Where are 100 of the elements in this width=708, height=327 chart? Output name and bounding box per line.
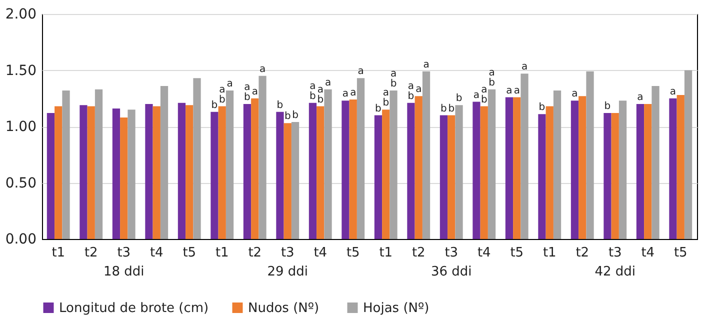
bar: [94, 89, 103, 239]
x-tick-label: t5: [510, 246, 524, 260]
bar: [193, 78, 201, 239]
bar: [513, 97, 521, 239]
bar: [676, 95, 684, 239]
data-label: a: [226, 78, 233, 90]
x-tick-label: t3: [117, 246, 131, 260]
bar: [291, 122, 300, 239]
data-label: a b: [480, 84, 488, 106]
data-label: b: [375, 103, 382, 114]
data-label: b: [538, 102, 546, 114]
bar: [472, 102, 480, 239]
bar: [636, 104, 644, 239]
bar: [342, 100, 350, 239]
bar: [374, 115, 382, 239]
bar: [316, 106, 324, 239]
data-label: b: [284, 111, 291, 122]
data-label: a b: [488, 67, 495, 88]
bar: [120, 118, 128, 239]
x-tick-label: t2: [248, 246, 262, 260]
x-tick-label: t2: [412, 246, 426, 260]
data-label: a: [259, 64, 266, 75]
x-tick-label: t4: [641, 246, 655, 260]
y-tick-label: 1.50: [5, 62, 36, 79]
bar: [80, 105, 88, 239]
bar: [390, 90, 398, 239]
data-label: b: [292, 110, 298, 121]
data-label: a: [514, 85, 520, 96]
text: 18 ddi: [103, 264, 144, 280]
bar: [276, 112, 284, 239]
x-tick-label: t1: [542, 246, 556, 260]
bar: [611, 113, 619, 239]
y-tick-label: 2.00: [5, 6, 36, 22]
bar: [448, 115, 456, 239]
legend-label: Hojas (Nº): [363, 300, 430, 316]
x-tick-label: t4: [314, 246, 328, 260]
bar: [407, 102, 415, 239]
data-label: b: [604, 101, 611, 112]
data-label: a: [473, 90, 480, 101]
data-label: a b: [218, 84, 226, 106]
bar: [145, 104, 153, 239]
y-tick-label: 0.50: [5, 175, 36, 192]
data-label: a: [506, 85, 512, 96]
bar: [488, 89, 496, 239]
bar: [652, 86, 660, 239]
data-label: a: [350, 88, 356, 98]
x-tick-label: t4: [150, 246, 164, 260]
bar: [112, 108, 120, 239]
bar: [644, 104, 652, 239]
x-tick-label: t5: [346, 246, 360, 260]
bar: [62, 90, 70, 239]
data-label: a: [670, 86, 676, 98]
bar: [349, 100, 357, 239]
data-label: a b: [317, 84, 324, 106]
bar: [226, 90, 234, 239]
bar: [480, 106, 488, 239]
bar: [258, 76, 266, 239]
bar: [382, 110, 390, 239]
data-label: a: [324, 77, 332, 88]
legend-label: Longitud de brote (cm): [59, 300, 209, 316]
text: 36 ddi: [430, 264, 472, 280]
x-tick-label: t1: [52, 246, 66, 260]
bar: [243, 104, 252, 239]
bar: [546, 106, 554, 239]
x-tick-label: t2: [576, 246, 590, 260]
bar: [46, 113, 55, 239]
data-label: a b: [382, 88, 390, 109]
data-label: ab: [310, 80, 316, 102]
bar: [538, 114, 546, 239]
data-label: b: [456, 93, 462, 104]
bar: [251, 98, 259, 239]
bar: [618, 100, 627, 239]
data-label: b: [276, 100, 284, 111]
x-tick-label: t2: [84, 246, 98, 260]
bar: [455, 105, 463, 239]
legend-label: Nudos (Nº): [248, 300, 320, 316]
bar: [87, 106, 95, 239]
x-tick-label: t5: [182, 246, 196, 260]
bar: [669, 98, 677, 239]
bar: [54, 106, 62, 239]
data-label: b: [448, 103, 455, 114]
bar: [422, 71, 430, 239]
data-label: b: [211, 100, 218, 111]
bar: [604, 113, 612, 239]
bar: [218, 106, 226, 239]
data-label: a: [521, 62, 528, 73]
bar: [553, 90, 562, 239]
data-label: a: [358, 66, 364, 78]
bar: [308, 102, 317, 239]
x-tick-label: t3: [444, 246, 458, 260]
x-tick-label: t4: [477, 246, 491, 260]
bar: [178, 102, 186, 239]
x-tick-label: t3: [280, 246, 294, 260]
bar: [324, 89, 332, 239]
bar: [570, 100, 579, 239]
bar: [520, 74, 528, 239]
bar: [684, 70, 692, 239]
bar: [210, 112, 218, 239]
x-tick-label: t3: [608, 246, 622, 260]
bar: [440, 115, 448, 239]
